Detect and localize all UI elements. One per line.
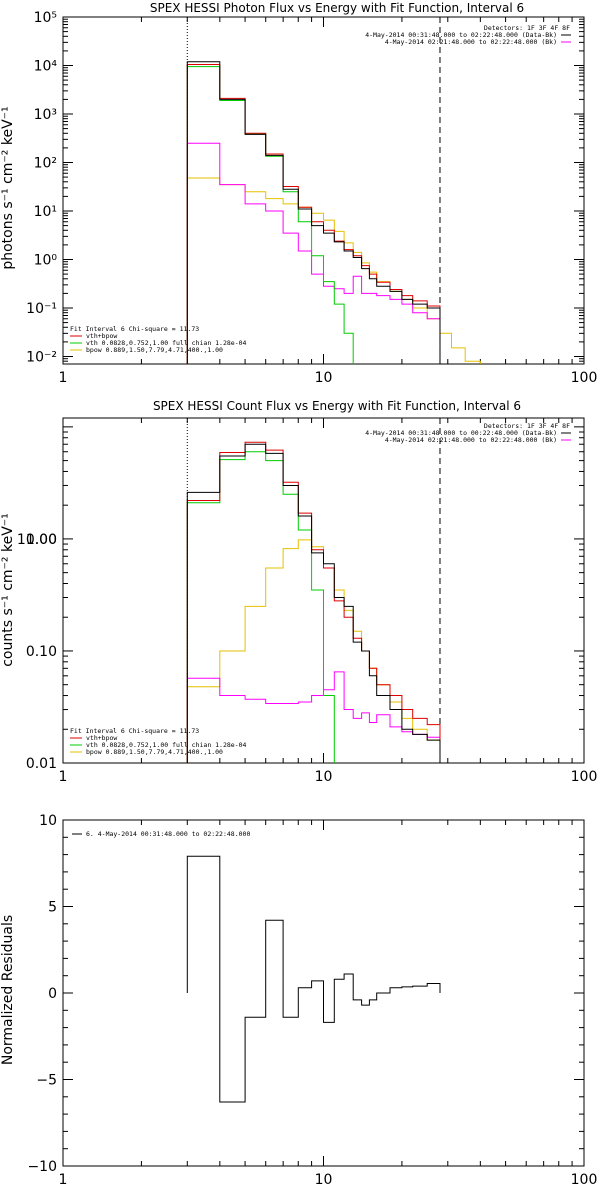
- series-6-4-may-2014-00-31-48-000-to-02-22-48-000: [186, 855, 441, 1103]
- fit-legend-entry-total: vth+bpow: [86, 332, 117, 340]
- fit-legend-title: Fit Interval 6 Chi-square = 11.73: [70, 325, 199, 333]
- fit-legend-entry-bpow: bpow 0.889,1.50,7.79,4.71,400.,1.00: [86, 346, 223, 354]
- x-tick-label: 100: [571, 370, 598, 386]
- x-tick-label: 100: [571, 769, 598, 785]
- series-data: [186, 61, 441, 364]
- legend-entry-bk: 4-May-2014 02:21:48.000 to 02:22:48.000 …: [385, 436, 557, 444]
- legend-entry-data: 4-May-2014 00:31:48.000 to 02:22:48.000 …: [365, 31, 557, 39]
- legend-entry-residual: 6. 4-May-2014 00:31:48.000 to 02:22:48.0…: [86, 830, 250, 838]
- x-tick-label: 10: [315, 769, 333, 785]
- residuals-panel: Normalized Residuals 1 10 100 −10 −5 0 5 10 6. …: [0, 813, 597, 1188]
- series-data: [186, 443, 441, 763]
- y-tick-label: 10⁻¹: [26, 301, 57, 317]
- y-tick-label: 0: [48, 986, 57, 1002]
- fit-legend-entry-total: vth+bpow: [86, 734, 117, 742]
- x-tick-label: 100: [571, 1172, 598, 1188]
- y-tick-label: 10²: [34, 155, 57, 171]
- x-tick-label: 10: [315, 1172, 333, 1188]
- plot-area: 1 10 100 −10 −5 0 5 10: [27, 813, 597, 1188]
- x-tick-label: 1: [59, 769, 68, 785]
- y-tick-label: −10: [27, 1159, 57, 1175]
- panel-title: SPEX HESSI Count Flux vs Energy with Fit…: [153, 399, 521, 413]
- panel-title: SPEX HESSI Photon Flux vs Energy with Fi…: [150, 1, 524, 15]
- fit-legend: Fit Interval 6 Chi-square = 11.73 vth+bp…: [70, 325, 247, 354]
- y-tick-label: 10.00: [17, 532, 57, 548]
- x-tick-label: 1: [59, 1172, 68, 1188]
- y-tick-label: 10⁴: [34, 58, 58, 74]
- y-tick-label: 10³: [34, 107, 57, 123]
- y-tick-label: 10⁻²: [26, 349, 57, 365]
- legend-entry-data: 4-May-2014 00:31:48.000 to 00:22:48.000 …: [365, 429, 557, 437]
- y-axis-label: photons s⁻¹ cm⁻² keV⁻¹: [0, 106, 16, 269]
- y-tick-label: 0.10: [26, 644, 57, 660]
- y-tick-label: 1.00: [26, 532, 57, 548]
- series-group: [186, 61, 481, 364]
- detector-legend: Detectors: 1F 3F 4F 8F 4-May-2014 00:31:…: [365, 422, 571, 444]
- y-axis-label: counts s⁻¹ cm⁻² keV⁻¹: [0, 513, 16, 667]
- series-bk: [186, 671, 441, 763]
- fit-legend-entry-vth: vth 0.0828,0.752,1.00 full chian 1.28e-0…: [86, 741, 247, 749]
- y-tick-label: 5: [48, 900, 57, 916]
- detector-legend-title: Detectors: 1F 3F 4F 8F: [484, 422, 570, 430]
- count-flux-panel: SPEX HESSI Count Flux vs Energy with Fit…: [0, 399, 598, 785]
- y-tick-label: 10⁰: [34, 252, 58, 268]
- fit-legend-entry-vth: vth 0.0828,0.752,1.00 full chian 1.28e-0…: [86, 339, 247, 347]
- y-tick-label: −5: [36, 1073, 57, 1089]
- series-vth-bpow: [186, 64, 441, 364]
- series-vth: [186, 451, 335, 763]
- plot-area: 1 10 100 10⁻² 10⁻¹ 10⁰ 10¹ 10² 10³ 10⁴ 10⁵: [26, 10, 597, 386]
- fit-legend-title: Fit Interval 6 Chi-square = 11.73: [70, 727, 199, 735]
- series-vth: [186, 66, 354, 364]
- y-tick-label: 10⁵: [34, 10, 57, 26]
- residual-legend: 6. 4-May-2014 00:31:48.000 to 02:22:48.0…: [72, 830, 250, 838]
- y-tick-label: 10: [39, 813, 57, 829]
- x-tick-label: 10: [315, 370, 333, 386]
- series-group: [186, 855, 441, 1103]
- fit-legend: Fit Interval 6 Chi-square = 11.73 vth+bp…: [70, 727, 247, 756]
- y-tick-label: 10¹: [34, 204, 57, 220]
- series-bpow: [186, 539, 441, 763]
- legend-entry-bk: 4-May-2014 02:21:48.000 to 02:22:48.000 …: [385, 38, 557, 46]
- detector-legend: Detectors: 1F 3F 4F 8F 4-May-2014 00:31:…: [365, 24, 571, 46]
- x-tick-label: 1: [59, 370, 68, 386]
- photon-flux-panel: SPEX HESSI Photon Flux vs Energy with Fi…: [0, 1, 597, 386]
- y-tick-label: 0.01: [26, 756, 57, 772]
- detector-legend-title: Detectors: 1F 3F 4F 8F: [484, 24, 570, 32]
- series-vth-bpow: [186, 441, 441, 763]
- series-bk: [186, 142, 441, 364]
- y-axis-label: Normalized Residuals: [0, 915, 16, 1065]
- series-group: [186, 441, 441, 763]
- fit-legend-entry-bpow: bpow 0.889,1.50,7.79,4.71,400.,1.00: [86, 748, 223, 756]
- axes-frame: [62, 16, 585, 365]
